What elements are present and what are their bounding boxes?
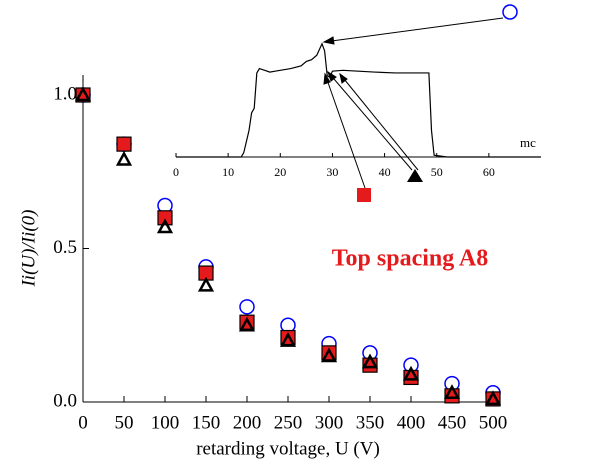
triangle-marker: [197, 276, 215, 292]
x-tick-label: 100: [151, 412, 180, 433]
x-tick-label: 200: [233, 412, 262, 433]
legend-circle: [502, 4, 518, 20]
arrow-head: [322, 36, 335, 45]
trace: [176, 42, 541, 158]
x-tick-label: 400: [397, 412, 426, 433]
arrow-head: [323, 72, 331, 85]
y-tick-label: 1.0: [53, 83, 77, 104]
inset-x-tick-label: 40: [379, 165, 391, 179]
pointer: [339, 73, 419, 171]
triangle-marker: [402, 365, 420, 381]
pointer: [327, 71, 413, 171]
inset-x-tick-label: 10: [222, 165, 234, 179]
y-axis-label: Ii(U)/Ii(0): [18, 209, 39, 287]
x-tick-label: 500: [479, 412, 508, 433]
pointer: [324, 73, 366, 189]
triangle-marker: [238, 316, 256, 332]
x-tick-label: 150: [192, 412, 221, 433]
y-tick-label: 0.5: [53, 237, 77, 258]
inset-x-tick-label: 30: [326, 165, 338, 179]
x-tick-label: 450: [438, 412, 467, 433]
legend-square: [357, 188, 371, 202]
y-tick-label: 0.0: [53, 390, 77, 411]
triangle-marker: [279, 331, 297, 347]
triangle-marker: [74, 86, 92, 102]
square-marker: [116, 136, 132, 152]
legend-triangle: [407, 169, 423, 182]
x-tick-label: 250: [274, 412, 303, 433]
annotation: Top spacing A8: [332, 246, 489, 272]
x-axis-label: retarding voltage, U (V): [196, 438, 380, 459]
x-tick-label: 0: [78, 412, 88, 433]
triangle-marker: [443, 384, 461, 400]
triangle-marker: [115, 150, 133, 166]
triangle-marker: [484, 390, 502, 406]
triangle-marker: [320, 347, 338, 363]
inset-x-tick-label: 60: [483, 165, 495, 179]
inset-x-tick-label: 50: [431, 165, 443, 179]
inset-pointers: [322, 4, 518, 202]
triangle-marker: [156, 218, 174, 234]
inset-x-tick-label: 0: [173, 165, 179, 179]
x-tick-label: 50: [115, 412, 134, 433]
inset-x-label: mc: [520, 135, 536, 150]
triangle-marker: [361, 353, 379, 369]
circle-marker: [239, 299, 255, 315]
x-tick-label: 300: [315, 412, 344, 433]
inset-x-tick-label: 20: [274, 165, 286, 179]
arrow-head: [339, 72, 348, 84]
square-marker: [157, 210, 173, 226]
x-tick-label: 350: [356, 412, 385, 433]
pointer: [323, 17, 504, 43]
